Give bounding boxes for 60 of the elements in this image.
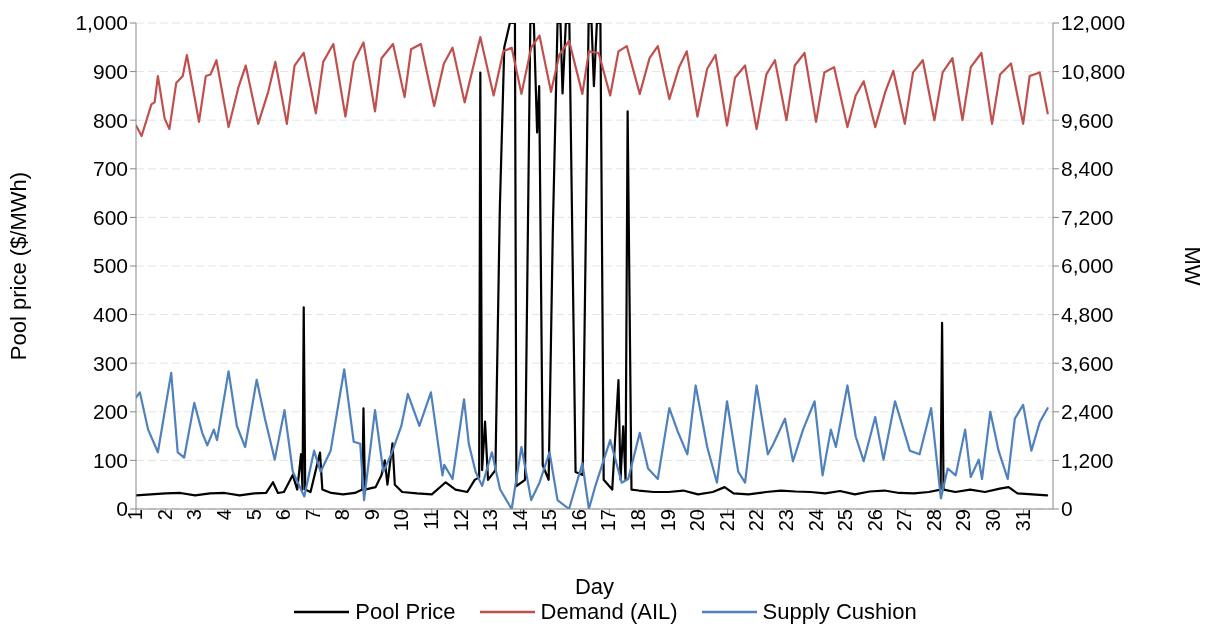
- x-tick-label: 9: [360, 509, 383, 521]
- x-tick-label: 24: [804, 509, 827, 532]
- x-tick-label: 3: [183, 509, 206, 521]
- x-tick-label: 21: [715, 509, 738, 532]
- y2-tick-label: 3,600: [1061, 351, 1114, 375]
- y2-tick-label: 4,800: [1061, 303, 1114, 327]
- y2-tick-label: 2,400: [1061, 400, 1114, 424]
- y-tick-label: 900: [92, 60, 128, 84]
- y-tick-label: 400: [92, 303, 128, 327]
- legend-label: Demand (AIL): [540, 599, 678, 625]
- x-tick-label: 27: [893, 509, 916, 532]
- x-tick-label: 28: [922, 509, 945, 532]
- legend-label: Pool Price: [355, 599, 456, 625]
- y2-tick-label: 7,200: [1061, 205, 1114, 229]
- y2-tick-label: 0: [1061, 497, 1073, 521]
- line-series: [136, 23, 1049, 497]
- x-tick-label: 23: [774, 509, 797, 532]
- x-tick-label: 5: [242, 509, 265, 521]
- x-tick-label: 30: [982, 509, 1005, 532]
- x-tick-label: 10: [390, 509, 413, 532]
- x-tick-label: 29: [952, 509, 975, 532]
- x-tick-label: 25: [834, 509, 857, 532]
- y-tick-label: 500: [92, 254, 128, 278]
- x-tick-label: 19: [656, 509, 679, 532]
- x-axis-title: Day: [574, 574, 615, 599]
- x-tick-label: 2: [153, 509, 176, 521]
- x-tick-label: 8: [331, 509, 354, 521]
- y2-tick-label: 1,200: [1061, 448, 1114, 472]
- y2-tick-label: 10,800: [1061, 60, 1126, 84]
- x-tick-label: 6: [272, 509, 295, 521]
- x-tick-label: 17: [597, 509, 620, 532]
- x-tick-label: 13: [479, 509, 502, 532]
- y-axis-title: Pool price ($/MWh): [5, 171, 31, 361]
- x-tick-label: 7: [301, 509, 324, 521]
- x-tick-label: 18: [627, 509, 650, 532]
- y-tick-label: 100: [92, 448, 128, 472]
- legend-label: Supply Cushion: [762, 599, 917, 625]
- x-tick-label: 31: [1011, 509, 1034, 532]
- y-tick-label: 200: [92, 400, 128, 424]
- line-series: [136, 34, 1049, 138]
- y-tick-label: 1,000: [75, 11, 128, 35]
- y2-tick-label: 6,000: [1061, 254, 1114, 278]
- x-tick-label: 20: [686, 509, 709, 532]
- y2-tick-label: 9,600: [1061, 108, 1114, 132]
- line-series: [136, 368, 1049, 509]
- y-tick-label: 800: [92, 108, 128, 132]
- y2-axis-title: MW: [1180, 246, 1206, 286]
- y-tick-label: 600: [92, 205, 128, 229]
- x-tick-label: 12: [449, 509, 472, 532]
- y2-tick-label: 8,400: [1061, 157, 1114, 181]
- x-tick-label: 16: [567, 509, 590, 532]
- y-tick-label: 300: [92, 351, 128, 375]
- y2-tick-label: 12,000: [1061, 11, 1126, 35]
- x-tick-label: 4: [212, 509, 235, 521]
- y-tick-label: 700: [92, 157, 128, 181]
- x-tick-label: 11: [420, 509, 443, 530]
- x-tick-label: 26: [863, 509, 886, 532]
- x-tick-label: 22: [745, 509, 768, 532]
- x-tick-label: 15: [538, 509, 561, 532]
- x-tick-label: 14: [508, 509, 531, 532]
